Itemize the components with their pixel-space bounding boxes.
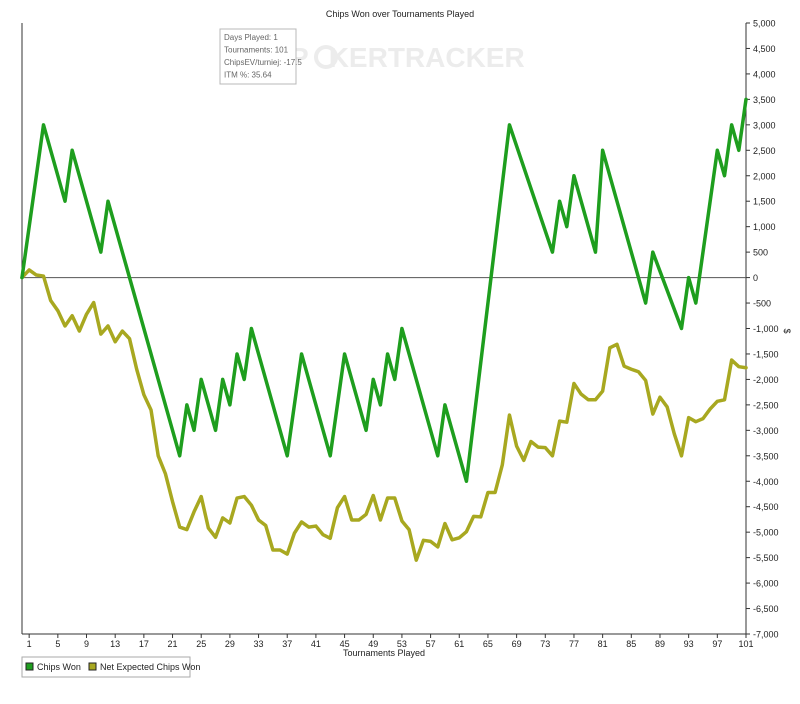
y-tick-label: 3,000 xyxy=(753,120,776,130)
x-tick-label: 25 xyxy=(196,639,206,649)
x-tick-label: 65 xyxy=(483,639,493,649)
y-tick-label: -5,000 xyxy=(753,528,779,538)
y-tick-label: 1,000 xyxy=(753,222,776,232)
y-tick-label: 5,000 xyxy=(753,19,776,29)
tooltip-line: Tournaments: 101 xyxy=(224,46,289,55)
chart-text: 5,000 4,500 4,000 3,500 3,000 2,500 2,000 1,500… xyxy=(27,9,792,658)
y-tick-label: 4,500 xyxy=(753,44,776,54)
x-tick-label: 37 xyxy=(282,639,292,649)
y-tick-label: 1,500 xyxy=(753,197,776,207)
series-line-chips-won xyxy=(20,97,748,483)
y-tick-label: 0 xyxy=(753,273,758,283)
watermark-tracker: TRACKER xyxy=(388,42,525,73)
y-tick-label: -4,500 xyxy=(753,502,779,512)
x-tick-label: 29 xyxy=(225,639,235,649)
watermark-text: P KERTRACKER xyxy=(290,42,525,73)
x-tick-label: 33 xyxy=(254,639,264,649)
x-tick-label: 81 xyxy=(598,639,608,649)
legend-swatch-chips-won xyxy=(25,662,34,671)
y-tick-label: -500 xyxy=(753,299,771,309)
legend-swatch-net-expected xyxy=(88,662,97,671)
y-tick-label: -1,500 xyxy=(753,349,779,359)
tooltip-box xyxy=(219,28,297,85)
x-tick-label: 9 xyxy=(84,639,89,649)
chart-title: Chips Won over Tournaments Played xyxy=(326,9,474,19)
x-tick-label: 45 xyxy=(340,639,350,649)
y-tick-label: -6,000 xyxy=(753,579,779,589)
x-tick-label: 69 xyxy=(512,639,522,649)
x-tick-label: 89 xyxy=(655,639,665,649)
watermark-ker: KER xyxy=(329,42,388,73)
chart-series xyxy=(20,97,748,562)
tooltip-line: ITM %: 35.64 xyxy=(224,71,272,80)
y-tick-label: -2,000 xyxy=(753,375,779,385)
y-tick-label: -3,500 xyxy=(753,451,779,461)
y-tick-label: 2,000 xyxy=(753,171,776,181)
x-tick-label: 61 xyxy=(454,639,464,649)
y-tick-label: -1,000 xyxy=(753,324,779,334)
x-tick-label: 5 xyxy=(55,639,60,649)
tooltip-line: ChipsEV/turniej: -17.5 xyxy=(224,58,302,67)
watermark-chip-icon xyxy=(314,45,338,69)
y-tick-label: 4,000 xyxy=(753,69,776,79)
y-tick-label: -4,000 xyxy=(753,477,779,487)
y-tick-label: 3,500 xyxy=(753,95,776,105)
y-tick-label: -2,500 xyxy=(753,400,779,410)
y-tick-label: -3,000 xyxy=(753,426,779,436)
pokertracker-watermark: P KERTRACKER xyxy=(290,42,525,73)
x-tick-label: 73 xyxy=(540,639,550,649)
y-tick-label: 500 xyxy=(753,248,768,258)
legend-label-net-expected: Net Expected Chips Won xyxy=(100,662,200,672)
y-tick-label: 2,500 xyxy=(753,146,776,156)
x-tick-label: 101 xyxy=(738,639,753,649)
x-tick-label: 85 xyxy=(626,639,636,649)
tooltip-line: Days Played: 1 xyxy=(224,33,278,42)
x-axis-label: Tournaments Played xyxy=(343,648,425,658)
x-tick-label: 77 xyxy=(569,639,579,649)
series-line-net-expected xyxy=(20,268,748,562)
legend-label-chips-won: Chips Won xyxy=(37,662,81,672)
y-tick-label: -5,500 xyxy=(753,553,779,563)
x-tick-label: 13 xyxy=(110,639,120,649)
x-tick-label: 93 xyxy=(684,639,694,649)
x-tick-label: 17 xyxy=(139,639,149,649)
x-tick-label: 97 xyxy=(712,639,722,649)
x-tick-label: 41 xyxy=(311,639,321,649)
x-tick-label: 49 xyxy=(368,639,378,649)
y-tick-label: -7,000 xyxy=(753,630,779,640)
chart-legend: Chips Won Net Expected Chips Won xyxy=(21,656,200,678)
y-axis-label: $ xyxy=(782,328,792,333)
chart-axes xyxy=(21,22,750,638)
x-tick-label: 1 xyxy=(27,639,32,649)
x-tick-label: 57 xyxy=(426,639,436,649)
x-tick-label: 53 xyxy=(397,639,407,649)
y-tick-label: -6,500 xyxy=(753,604,779,614)
chart-tooltip: Days Played: 1 Tournaments: 101 ChipsEV/tu… xyxy=(219,28,302,85)
legend-box xyxy=(21,656,191,678)
x-tick-label: 21 xyxy=(168,639,178,649)
